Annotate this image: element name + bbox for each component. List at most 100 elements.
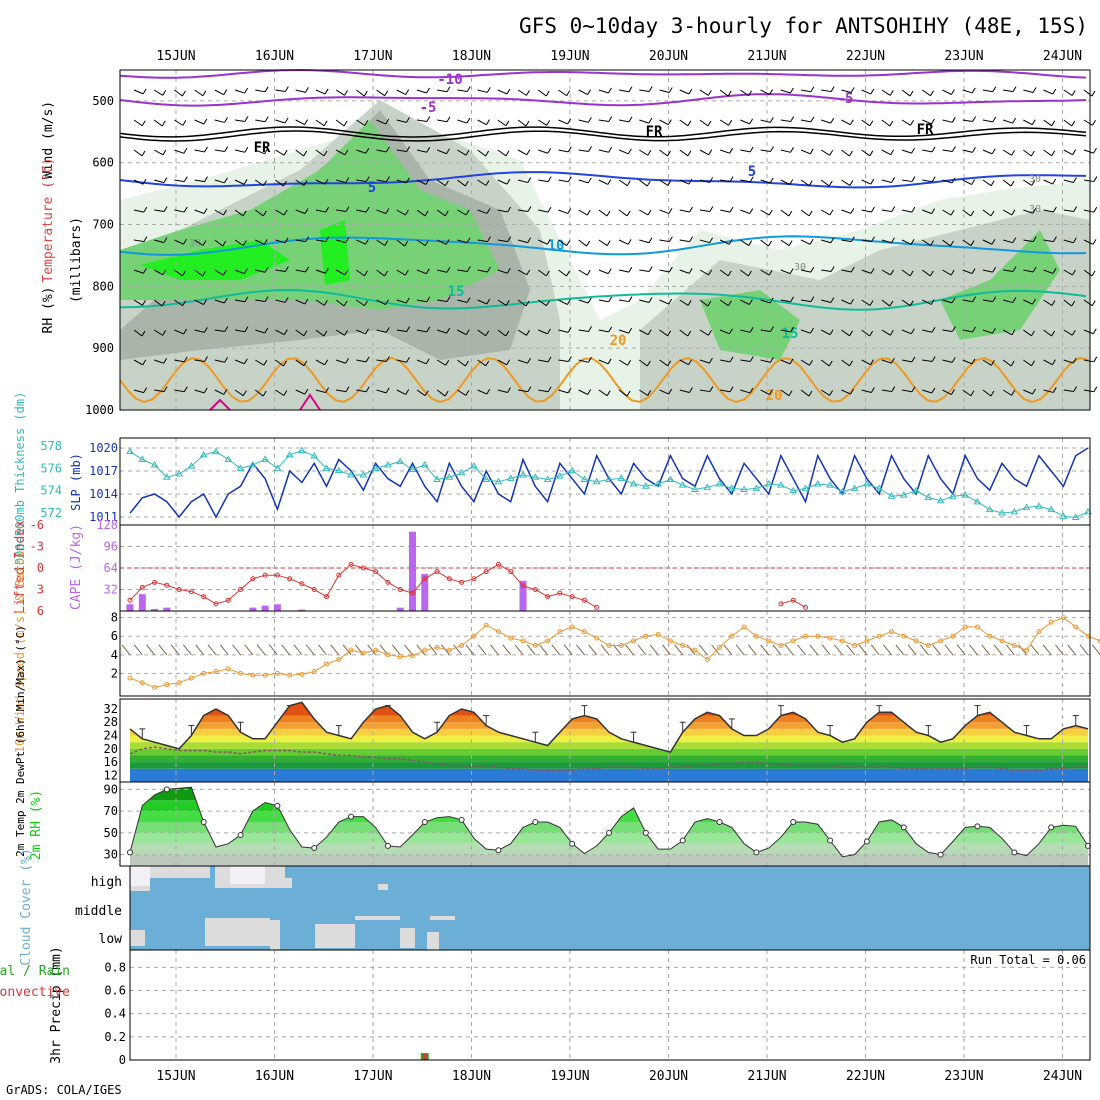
wind-barb-flag	[809, 360, 813, 366]
wind-barb	[437, 299, 448, 303]
wind-barb-flag	[790, 296, 795, 302]
wind-barb-flag	[161, 300, 166, 307]
wind-barb-flag	[889, 329, 894, 336]
wind-barb-flag	[566, 240, 571, 246]
wind-barb-flag	[990, 360, 995, 366]
wind-barb	[396, 299, 407, 304]
wind-barb-flag	[1011, 329, 1016, 336]
wind-barb-flag	[668, 388, 673, 395]
wind-barb-flag	[951, 146, 956, 152]
wind-barb-flag	[344, 269, 349, 276]
wind-barb	[699, 359, 710, 364]
upper-ylabel-rh: RH (%)	[41, 287, 56, 334]
li-point	[581, 597, 587, 603]
wind-barb	[234, 209, 244, 217]
wind-barb-flag	[607, 179, 612, 185]
wind10-barb	[133, 644, 143, 656]
wind-barb-flag	[728, 239, 733, 245]
wind-barb-flag	[445, 180, 449, 186]
wind-barb-flag	[830, 117, 835, 124]
wind-barb	[639, 89, 650, 93]
wind-barb-flag	[204, 356, 208, 362]
wind-barb	[1043, 269, 1054, 274]
wind-barb-flag	[1032, 87, 1037, 93]
wind10-barb	[207, 644, 217, 656]
wind-barb	[1002, 149, 1012, 156]
wind-barb-flag	[930, 90, 934, 96]
wind-barb	[537, 119, 547, 126]
wind-barb	[497, 149, 507, 157]
wind-barb-flag	[304, 298, 309, 305]
wind10-barb	[477, 644, 487, 656]
bottom-date-label: 21JUN	[747, 1069, 786, 1084]
rh2m-point	[642, 829, 649, 836]
thickness-point	[519, 471, 527, 478]
li-point	[348, 561, 354, 567]
temp-band	[130, 735, 1088, 743]
wind-barb	[396, 269, 406, 276]
wind10-point	[459, 643, 465, 649]
wind-barb	[214, 89, 224, 96]
wind-barb	[760, 269, 770, 276]
wind-barb	[598, 299, 609, 303]
wind-barb	[477, 389, 487, 395]
wind-barb-flag	[768, 209, 773, 216]
wind-barb	[780, 209, 790, 217]
wind-barb-flag	[749, 387, 754, 394]
wind-barb-flag	[182, 300, 187, 307]
wind-barb-flag	[646, 180, 651, 187]
wind-barb	[1023, 269, 1034, 273]
li-point	[397, 587, 403, 592]
wind-barb-flag	[324, 268, 329, 274]
wind-barb-flag	[183, 176, 188, 182]
thickness-point	[555, 472, 564, 479]
wind-barb	[841, 299, 851, 305]
wind-barb	[962, 209, 972, 217]
wind-barb-flag	[345, 386, 350, 392]
wind-barb-flag	[951, 89, 955, 95]
wind-barb	[902, 179, 913, 183]
wind-barb	[962, 329, 973, 333]
wind-barb	[1083, 179, 1094, 183]
wind-barb	[335, 89, 345, 96]
li-point	[790, 597, 796, 603]
wind-barb-flag	[547, 386, 552, 392]
wind-barb	[659, 89, 670, 93]
wind10-point	[152, 684, 158, 690]
wind-barb-flag	[1072, 237, 1077, 244]
wind10-point	[987, 633, 993, 639]
wind-barb	[982, 149, 993, 155]
thickness-point	[298, 446, 306, 453]
wind-barb	[780, 239, 790, 246]
li-point	[299, 581, 305, 587]
wind-barb	[861, 359, 871, 366]
wind-barb	[861, 389, 872, 393]
wind-barb	[133, 149, 143, 157]
thickness-point	[285, 450, 294, 458]
wind-barb-flag	[931, 208, 936, 214]
wind-barb-flag	[788, 240, 793, 246]
wind-barb-flag	[505, 150, 510, 157]
wind-barb-flag	[344, 90, 349, 96]
wind-barb	[356, 179, 367, 183]
wind-barb	[598, 389, 608, 397]
wind-barb-flag	[647, 209, 652, 216]
wind10-barb	[1005, 644, 1015, 656]
wind-barb-flag	[850, 208, 855, 214]
wind-barb-flag	[324, 88, 329, 95]
wind-barb	[356, 209, 367, 213]
precip-legend-total: Total / Rain	[0, 964, 70, 979]
wind-barb	[315, 389, 326, 394]
cape-bar	[138, 594, 146, 611]
wind-barb	[214, 359, 225, 363]
wind-barb-flag	[385, 208, 390, 214]
wind-barb-flag	[405, 89, 410, 95]
rh2m-point	[237, 832, 244, 839]
wind-barb-flag	[608, 147, 613, 153]
wind-barb	[760, 389, 770, 395]
wind-barb	[315, 149, 325, 157]
wind-barb	[841, 359, 850, 367]
wind-barb-flag	[486, 388, 491, 395]
temp-ylabel: 2m Temp 2m DewPt (6hr Min/Max) (°C)	[14, 625, 27, 857]
